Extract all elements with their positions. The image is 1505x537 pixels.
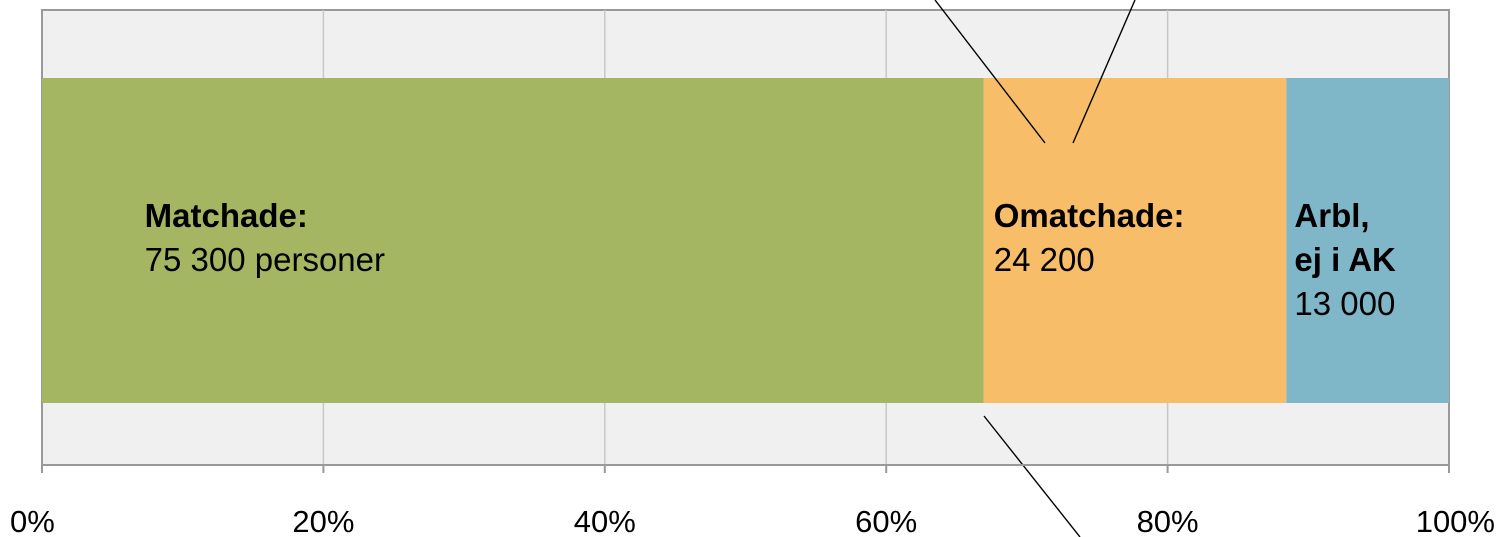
tick-label: 60% [855, 504, 917, 537]
segment-label-title: Arbl, [1294, 197, 1369, 234]
tick-label: 0% [10, 504, 55, 537]
bar-segment [42, 78, 984, 403]
segment-label-title: Matchade: [145, 197, 308, 234]
segment-label-value: 75 300 personer [145, 241, 385, 278]
leader-line [934, 0, 1046, 144]
segment-label-title: ej i AK [1294, 241, 1396, 278]
segment-label-value: 24 200 [994, 241, 1095, 278]
segment-label-value: 13 000 [1294, 285, 1395, 322]
bar-segments [42, 78, 1449, 403]
segment-labels: Matchade: 75 300 personer Omatchade: 24 200… [145, 197, 1396, 322]
tick-label: 40% [574, 504, 636, 537]
tick-label: 80% [1137, 504, 1199, 537]
x-axis-ticks: 0% 20% 40% 60% 80% 100% [10, 465, 1495, 537]
leader-lines [934, 0, 1136, 537]
tick-label: 100% [1416, 504, 1495, 537]
bar-segment [1286, 78, 1449, 403]
leader-line [983, 415, 1081, 537]
segment-label-title: Omatchade: [994, 197, 1185, 234]
bar-segment [983, 78, 1287, 403]
tick-label: 20% [292, 504, 354, 537]
leader-line [1072, 0, 1136, 144]
